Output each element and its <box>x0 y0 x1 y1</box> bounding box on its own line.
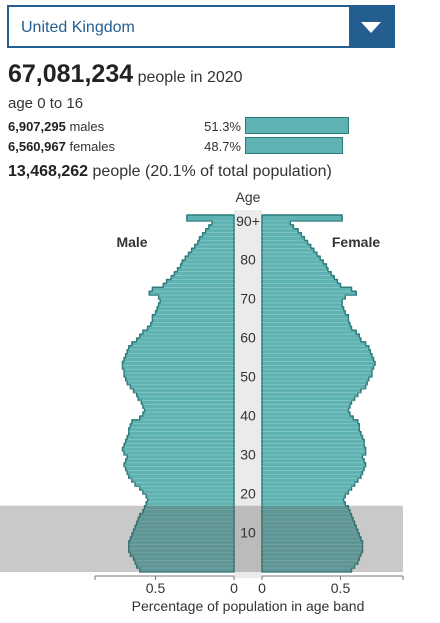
age-tick-label: 50 <box>240 369 256 385</box>
total-population: 67,081,234 <box>8 60 134 88</box>
summary-line: 13,468,262 people (20.1% of total popula… <box>8 163 332 181</box>
age-axis-title: Age <box>236 189 261 205</box>
females-count: 6,560,967 <box>8 139 66 154</box>
summary-count: 13,468,262 <box>8 163 89 180</box>
age-tick-label: 30 <box>240 447 256 463</box>
age-tick-label: 80 <box>240 252 256 268</box>
age-tick-label: 40 <box>240 408 256 424</box>
males-percent: 51.3% <box>204 119 241 134</box>
males-percent-bar <box>245 117 349 134</box>
male-series-area <box>121 214 235 573</box>
females-stat: 6,560,967 females <box>8 139 115 154</box>
males-count: 6,907,295 <box>8 119 66 134</box>
age-tick-label: 20 <box>240 486 256 502</box>
dropdown-button[interactable] <box>349 7 393 46</box>
females-percent-bar <box>245 137 344 154</box>
age-tick-label: 70 <box>240 291 256 307</box>
female-series-area <box>261 214 376 573</box>
male-label: Male <box>116 234 147 250</box>
age-tick-label: 10 <box>240 525 256 541</box>
males-stat: 6,907,295 males <box>8 119 104 134</box>
age-tick-label: 90+ <box>236 213 260 229</box>
country-select-value: United Kingdom <box>21 19 135 36</box>
males-label: males <box>69 119 105 134</box>
female-label: Female <box>332 234 380 250</box>
population-total: 67,081,234 people in 2020 <box>8 60 243 89</box>
x-axis-title: Percentage of population in age band <box>132 598 365 614</box>
x-tick-label-male: 0.5 <box>146 580 166 596</box>
selected-age-highlight <box>0 505 403 572</box>
x-tick-label-female: 0.5 <box>331 580 351 596</box>
females-label: females <box>69 139 115 154</box>
x-tick-label-male: 0 <box>230 580 238 596</box>
age-axis-band <box>234 210 262 578</box>
x-tick-label-female: 0 <box>258 580 266 596</box>
age-tick-label: 60 <box>240 330 256 346</box>
summary-text: people (20.1% of total population) <box>92 163 332 180</box>
females-percent: 48.7% <box>204 139 241 154</box>
age-range: age 0 to 16 <box>8 95 84 112</box>
country-select[interactable]: United Kingdom <box>7 5 395 48</box>
population-suffix: people in 2020 <box>137 69 243 86</box>
chevron-down-icon <box>361 22 381 33</box>
